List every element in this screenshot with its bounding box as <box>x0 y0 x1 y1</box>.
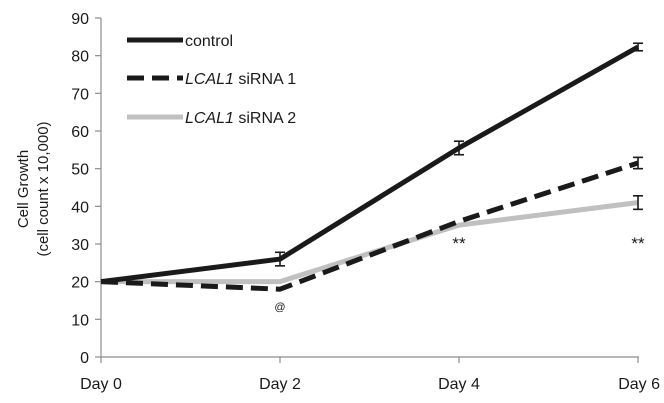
x-tick-label: Day 4 <box>438 376 480 393</box>
y-tick-label: 80 <box>71 49 89 66</box>
significance-marker: ** <box>631 234 645 253</box>
legend-label: control <box>185 33 233 50</box>
y-tick-label: 60 <box>71 124 89 141</box>
significance-marker: ** <box>452 234 466 253</box>
legend-label-rest: siRNA 2 <box>234 110 296 127</box>
x-tick-label: Day 6 <box>618 376 660 393</box>
x-ticks: Day 0 Day 2 Day 4 Day 6 <box>80 357 660 393</box>
legend-label-italic: LCAL1 <box>185 110 234 127</box>
y-tick-label: 50 <box>71 162 89 179</box>
y-tick-label: 10 <box>71 312 89 329</box>
series-line-0 <box>100 44 640 285</box>
legend-label-italic: LCAL1 <box>185 71 234 88</box>
y-tick-label: 70 <box>71 86 89 103</box>
y-tick-label: 40 <box>71 199 89 216</box>
legend-label: LCAL1 siRNA 1 <box>185 71 296 88</box>
y-tick-label: 90 <box>71 11 89 28</box>
x-tick-label: Day 2 <box>259 376 301 393</box>
significance-marker: @ <box>274 302 285 314</box>
series-lines <box>100 44 640 292</box>
axes <box>100 18 639 358</box>
series-line-1 <box>100 160 639 292</box>
significance-annotations: @ ** ** <box>274 234 645 314</box>
legend-label-rest: siRNA 1 <box>234 71 296 88</box>
x-tick-label: Day 0 <box>80 376 122 393</box>
legend-label: LCAL1 siRNA 2 <box>185 110 296 127</box>
y-tick-label: 30 <box>71 237 89 254</box>
y-tick-label: 0 <box>80 350 89 367</box>
y-axis-title: Cell Growth (cell count x 10,000) <box>15 121 52 256</box>
y-axis-title-main: Cell Growth <box>15 150 32 228</box>
error-bars <box>275 42 643 267</box>
y-axis-title-sub: (cell count x 10,000) <box>35 121 52 256</box>
y-ticks: 0 10 20 30 40 50 60 70 80 90 <box>71 11 101 367</box>
y-tick-label: 20 <box>71 275 89 292</box>
